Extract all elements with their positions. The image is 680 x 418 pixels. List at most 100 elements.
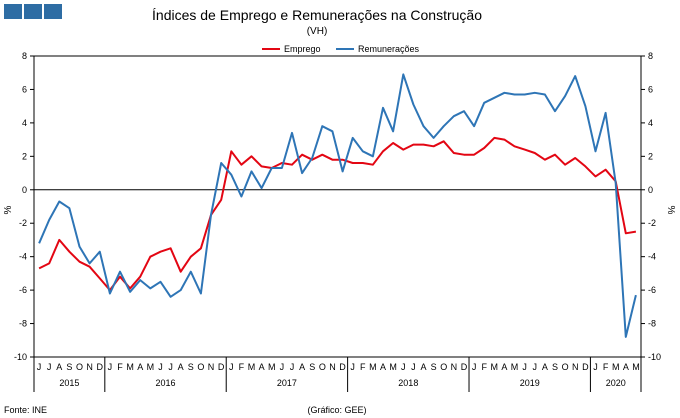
year-label: 2017	[277, 378, 297, 388]
month-label: A	[178, 362, 184, 372]
year-label: 2015	[59, 378, 79, 388]
month-label: M	[491, 362, 499, 372]
month-label: J	[280, 362, 285, 372]
year-label: 2019	[520, 378, 540, 388]
month-label: M	[612, 362, 620, 372]
month-label: A	[380, 362, 386, 372]
y-tick-label-left: 4	[22, 118, 27, 128]
month-label: F	[117, 362, 123, 372]
month-label: M	[268, 362, 276, 372]
y-tick-label-left: -8	[19, 319, 27, 329]
year-label: 2020	[606, 378, 626, 388]
month-label: N	[451, 362, 458, 372]
chart-title: Índices de Emprego e Remunerações na Con…	[152, 7, 482, 23]
month-label: M	[147, 362, 155, 372]
logo-square	[4, 4, 22, 19]
y-tick-label-right: -4	[648, 252, 656, 262]
month-label: N	[208, 362, 215, 372]
month-label: J	[168, 362, 173, 372]
month-label: F	[603, 362, 609, 372]
logo-square	[44, 4, 62, 19]
y-axis-left: -10 -8 -6 -4 -2 0 2 4 6 8	[14, 51, 34, 362]
y-tick-label-right: 2	[648, 151, 653, 161]
y-axis-left-label: %	[3, 205, 14, 214]
month-label: J	[411, 362, 416, 372]
month-label: D	[97, 362, 104, 372]
series-layer	[38, 73, 637, 338]
month-label: S	[188, 362, 194, 372]
month-label: D	[218, 362, 225, 372]
month-label: A	[542, 362, 548, 372]
y-tick-label-left: 6	[22, 84, 27, 94]
month-label: O	[319, 362, 326, 372]
y-axis-right: -10 -8 -6 -4 -2 0 2 4 6 8	[641, 51, 661, 362]
y-tick-label-left: 2	[22, 151, 27, 161]
month-label: J	[593, 362, 598, 372]
y-tick-label-right: 4	[648, 118, 653, 128]
month-label: D	[582, 362, 589, 372]
month-label: M	[389, 362, 397, 372]
logo-square	[24, 4, 42, 19]
month-label: O	[562, 362, 569, 372]
month-label: F	[360, 362, 366, 372]
month-label: J	[47, 362, 52, 372]
credit-note: (Gráfico: GEE)	[307, 405, 366, 415]
month-label: O	[76, 362, 83, 372]
month-label: N	[572, 362, 579, 372]
y-tick-label-left: 8	[22, 51, 27, 61]
month-label: S	[309, 362, 315, 372]
month-label: A	[420, 362, 426, 372]
month-label: S	[431, 362, 437, 372]
month-label: O	[440, 362, 447, 372]
y-tick-label-right: -10	[648, 352, 661, 362]
month-label: A	[623, 362, 629, 372]
legend-label: Remunerações	[358, 44, 420, 54]
month-label: M	[248, 362, 256, 372]
month-label: S	[552, 362, 558, 372]
month-label: J	[401, 362, 406, 372]
legend: Emprego Remunerações	[262, 44, 420, 54]
y-tick-label-left: -6	[19, 285, 27, 295]
month-label: A	[299, 362, 305, 372]
logo	[4, 4, 62, 19]
year-label: 2016	[156, 378, 176, 388]
month-label: J	[522, 362, 527, 372]
legend-label: Emprego	[284, 44, 321, 54]
month-label: A	[56, 362, 62, 372]
month-label: M	[126, 362, 134, 372]
month-label: A	[137, 362, 143, 372]
y-tick-label-right: 6	[648, 84, 653, 94]
series-line-remunerações	[38, 73, 637, 338]
month-label: F	[481, 362, 487, 372]
y-tick-label-right: 0	[648, 185, 653, 195]
y-tick-label-left: 0	[22, 185, 27, 195]
month-label: A	[501, 362, 507, 372]
month-label: J	[350, 362, 355, 372]
month-label: A	[259, 362, 265, 372]
month-label: M	[369, 362, 377, 372]
month-label: J	[472, 362, 477, 372]
y-tick-label-right: -2	[648, 218, 656, 228]
month-label: N	[86, 362, 93, 372]
month-label: J	[290, 362, 295, 372]
series-line-emprego	[38, 136, 637, 292]
month-label: N	[329, 362, 336, 372]
month-label: J	[533, 362, 538, 372]
y-tick-label-left: -10	[14, 352, 27, 362]
plot-area	[33, 55, 642, 358]
month-label: O	[197, 362, 204, 372]
y-axis-right-label: %	[665, 206, 676, 215]
y-tick-label-left: -4	[19, 252, 27, 262]
month-label: D	[461, 362, 468, 372]
month-label: J	[158, 362, 163, 372]
month-label: M	[632, 362, 640, 372]
y-tick-label-left: -2	[19, 218, 27, 228]
month-label: J	[37, 362, 42, 372]
y-tick-label-right: -8	[648, 319, 656, 329]
source-note: Fonte: INE	[4, 405, 47, 415]
month-label: D	[339, 362, 346, 372]
month-label: M	[511, 362, 519, 372]
month-label: S	[66, 362, 72, 372]
